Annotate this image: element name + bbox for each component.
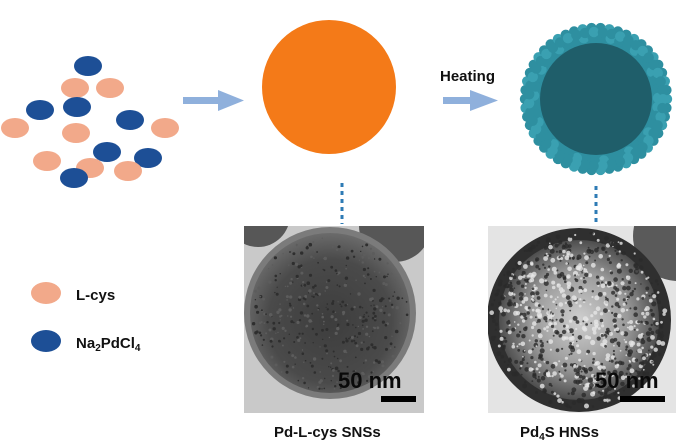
shell-bead [637,142,648,153]
lcys-particle [96,78,124,98]
shell-bead [657,94,669,105]
shell-bead [524,89,535,100]
shell-bead [588,160,599,172]
shell-bead [655,76,666,87]
shell-bead [657,85,668,96]
shell-bead [554,37,566,48]
shell-bead [530,123,542,135]
shell-bead [648,128,659,139]
tem-image-hollow [488,226,676,413]
shell-bead [630,40,642,51]
shell-bead [527,115,538,127]
na2pdcl4-particle [93,142,121,162]
na2pdcl4-particle [26,100,54,120]
shell-bead [547,144,558,156]
na2pdcl4-particle [134,148,162,168]
shell-bead [554,150,565,161]
shell-bead [562,154,573,165]
shell-bead [623,35,634,46]
arrow-mixing [183,90,244,111]
shell-bead [655,111,666,123]
shell-bead [606,28,617,40]
hollow-sphere-pd4s [519,22,673,176]
shell-bead [657,102,668,114]
shell-bead [597,27,609,38]
shell-bead [527,71,538,83]
lcys-particle [114,161,142,181]
shell-bead [525,80,536,91]
tem-image-solid [244,226,424,413]
shell-bead [570,157,582,169]
shell-bead [535,55,547,67]
shell-bead [643,52,654,63]
shell-bead [643,135,654,146]
shell-bead [541,138,552,149]
shell-bead [571,29,582,41]
arrow-heating [443,90,498,111]
na2pdcl4-particle [74,56,102,76]
shell-bead [547,42,559,53]
na2pdcl4-particle [60,168,88,188]
shell-bead [579,159,590,171]
shell-beads [519,22,673,176]
lcys-particle [61,78,89,98]
legend-lcys-icon [31,282,61,304]
shell-bead [562,33,574,44]
precursor-cluster [1,56,179,188]
shell-bead [652,67,663,79]
shell-bead [535,131,546,142]
caption-right: Pd4S HNSs [520,424,599,443]
arrow-heating-head [470,90,498,111]
scale-label-left: 50 nm [338,368,402,393]
shell-bead [637,45,648,57]
shell-bead [614,156,626,167]
hollow-core [540,43,652,155]
shell-bead [588,26,600,38]
shell-bead [622,152,634,163]
legend-na2pdcl4-label: Na2PdCl4 [76,335,141,354]
solid-sphere-pd-l-cys [262,20,396,154]
legend-na2pdcl4-icon [31,330,61,352]
arrow-heating-shaft [443,97,470,104]
lcys-particle [1,118,29,138]
shell-bead [579,27,591,39]
arrow-mixing-head [218,90,244,111]
legend-lcys-label: L-cys [76,287,116,304]
caption-left: Pd-L-cys SNSs [274,424,381,441]
na2pdcl4-particle [63,97,91,117]
shell-bead [531,63,542,74]
shell-bead [615,31,626,42]
shell-bead [630,147,641,159]
shell-bead [523,98,535,109]
shell-bead [541,48,552,60]
lcys-particle [151,118,179,138]
scale-bar-left [381,396,416,402]
shell-bead [525,107,536,118]
lcys-particle [33,151,61,171]
shell-bead [648,59,659,71]
heating-label: Heating [440,68,496,85]
shell-bead [652,120,663,131]
shell-bead [597,160,608,171]
lcys-particle [62,123,90,143]
scale-label-right: 50 nm [595,368,659,393]
scale-bar-right [620,396,665,402]
na2pdcl4-particle [116,110,144,130]
arrow-mixing-shaft [183,97,218,104]
shell-bead [606,159,617,170]
